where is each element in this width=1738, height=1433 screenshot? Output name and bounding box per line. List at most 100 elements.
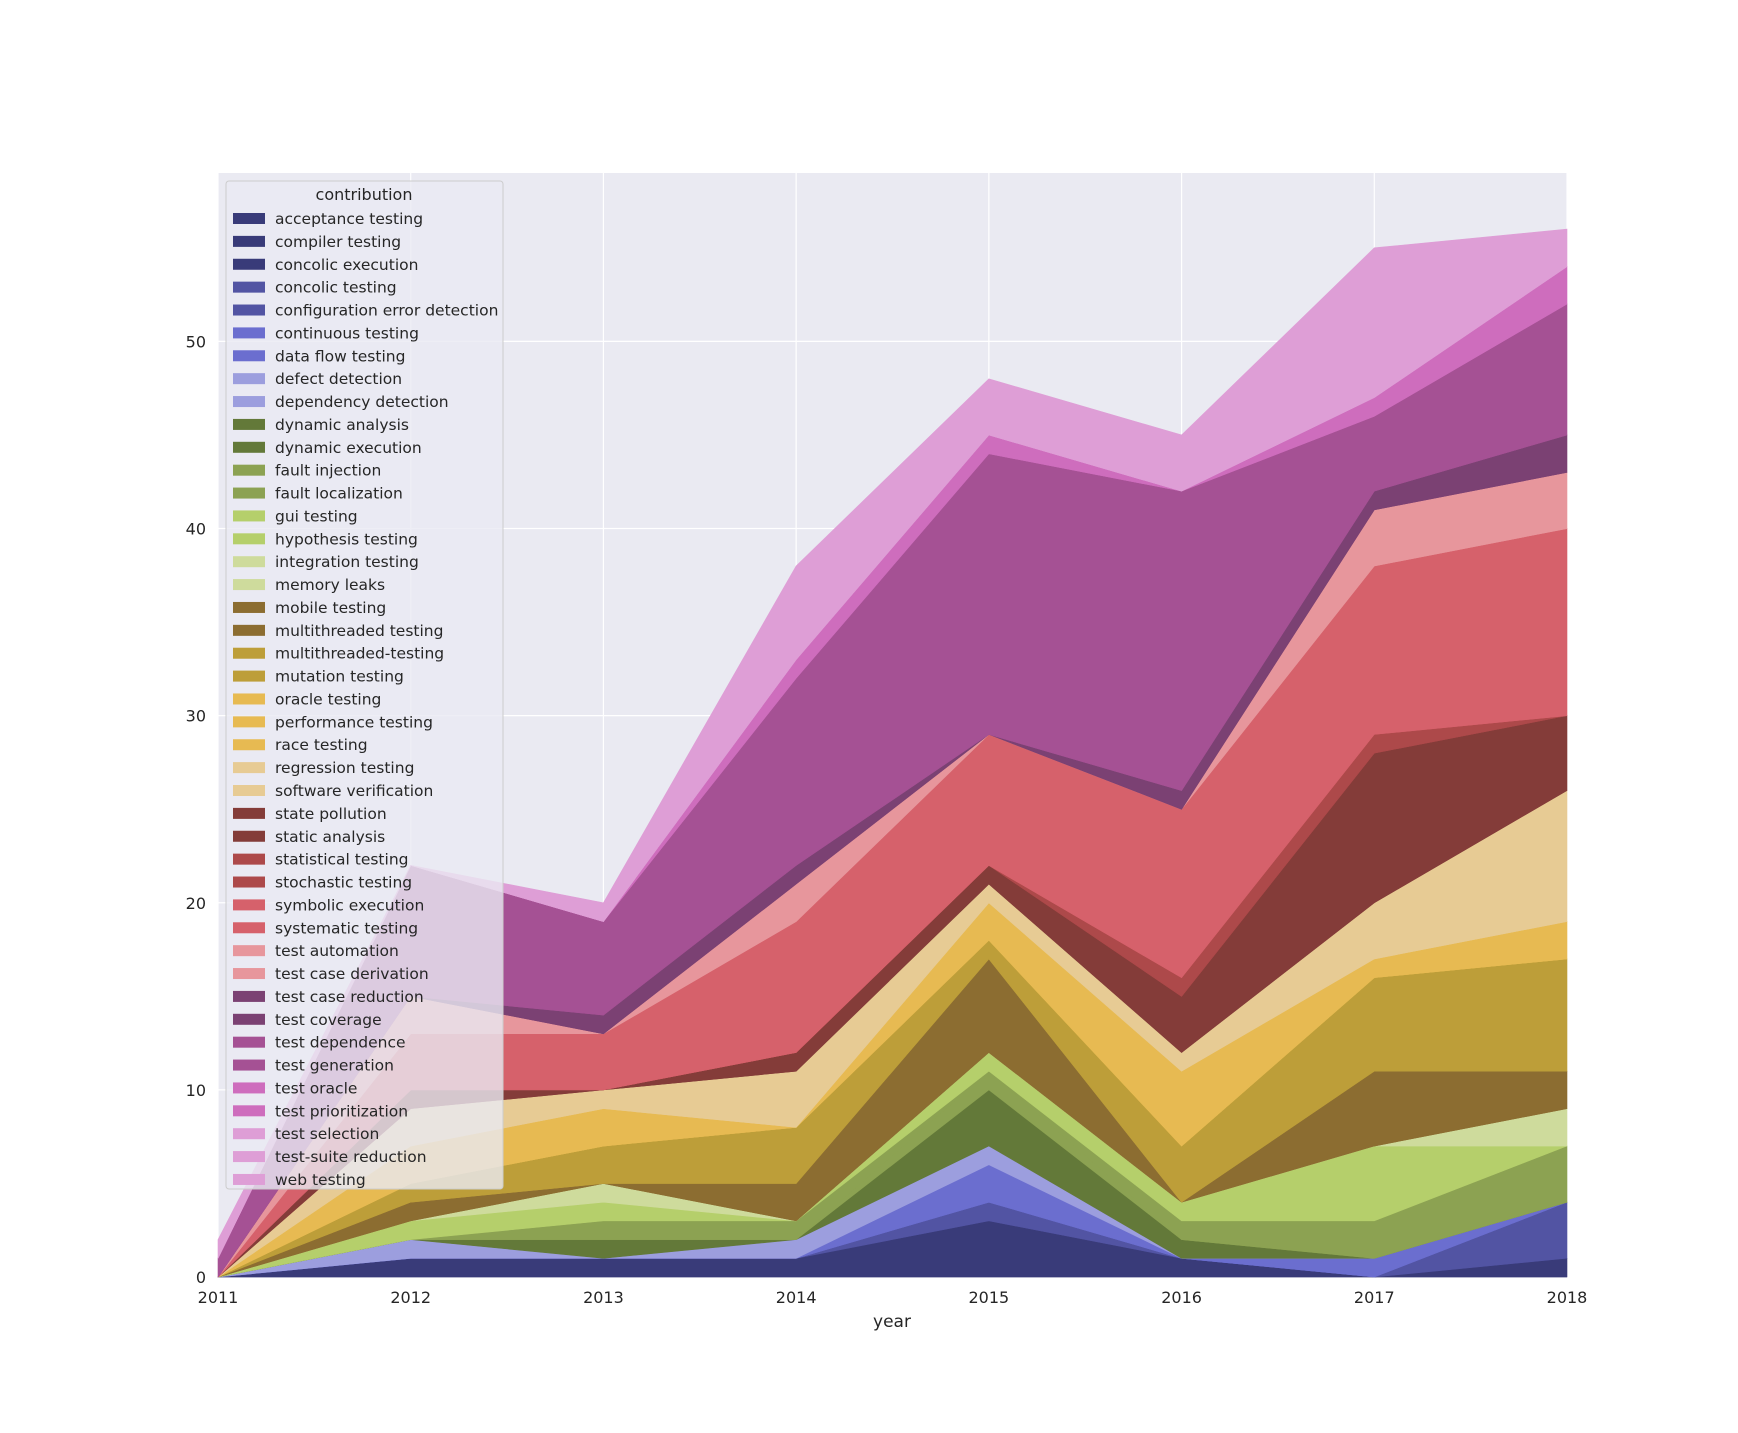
legend-swatch	[233, 1105, 265, 1117]
legend-swatch	[233, 441, 265, 453]
legend-swatch	[233, 1059, 265, 1071]
legend-title: contribution	[316, 185, 413, 204]
legend-label: state pollution	[275, 805, 387, 823]
legend-box	[225, 180, 504, 1190]
legend-swatch	[233, 464, 265, 476]
legend-swatch	[233, 647, 265, 659]
legend-swatch	[233, 258, 265, 270]
legend-label: test-suite reduction	[275, 1148, 427, 1166]
legend-label: software verification	[275, 782, 433, 800]
legend-swatch	[233, 1082, 265, 1094]
legend-label: compiler testing	[275, 233, 401, 251]
legend-label: test selection	[275, 1125, 379, 1143]
axis-ticks: 2011 2012 2013 2014 2015 2016 2017 2018 0 10 20 30 4…	[186, 332, 1588, 1307]
legend-swatch	[233, 396, 265, 408]
legend-label: multithreaded-testing	[275, 645, 444, 663]
legend-label: test dependence	[275, 1034, 406, 1052]
y-tick-label: 50	[186, 332, 206, 351]
legend-label: multithreaded testing	[275, 622, 443, 640]
legend-swatch	[233, 853, 265, 865]
legend-label: gui testing	[275, 507, 358, 525]
x-tick-label: 2013	[583, 1288, 624, 1307]
legend-label: test prioritization	[275, 1102, 408, 1120]
legend-swatch	[233, 899, 265, 911]
legend-swatch	[233, 1128, 265, 1140]
legend-label: test coverage	[275, 1011, 382, 1029]
legend-label: stochastic testing	[275, 874, 412, 892]
legend-label: dynamic analysis	[275, 416, 409, 434]
legend-swatch	[233, 830, 265, 842]
legend-label: hypothesis testing	[275, 530, 418, 548]
legend-swatch	[233, 601, 265, 613]
legend-swatch	[233, 945, 265, 957]
x-tick-label: 2014	[776, 1288, 817, 1307]
legend-label: oracle testing	[275, 690, 381, 708]
legend-swatch	[233, 807, 265, 819]
legend-swatch	[233, 510, 265, 522]
legend-label: fault injection	[275, 462, 381, 480]
x-tick-label: 2012	[390, 1288, 431, 1307]
legend-swatch	[233, 670, 265, 682]
legend-swatch	[233, 990, 265, 1002]
legend-label: concolic execution	[275, 256, 418, 274]
legend-swatch	[233, 1173, 265, 1185]
legend-label: integration testing	[275, 553, 419, 571]
legend-entries: acceptance testing compiler testing concol…	[233, 210, 498, 1189]
legend-label: test oracle	[275, 1079, 357, 1097]
x-tick-label: 2015	[968, 1288, 1009, 1307]
legend-swatch	[233, 693, 265, 705]
legend-swatch	[233, 624, 265, 636]
legend-swatch	[233, 1013, 265, 1025]
legend-swatch	[233, 281, 265, 293]
legend-label: data flow testing	[275, 347, 405, 365]
legend-label: fault localization	[275, 485, 403, 503]
legend-swatch	[233, 762, 265, 774]
legend-swatch	[233, 350, 265, 362]
x-tick-label: 2018	[1547, 1288, 1588, 1307]
legend-swatch	[233, 968, 265, 980]
legend-label: test case derivation	[275, 965, 429, 983]
legend-label: systematic testing	[275, 919, 418, 937]
legend-swatch	[233, 235, 265, 247]
legend-label: configuration error detection	[275, 302, 498, 320]
legend-swatch	[233, 716, 265, 728]
legend-label: dependency detection	[275, 393, 449, 411]
y-tick-label: 0	[196, 1268, 206, 1287]
area-series	[217, 228, 1568, 1278]
legend-swatch	[233, 1151, 265, 1163]
legend-swatch	[233, 304, 265, 316]
legend-swatch	[233, 785, 265, 796]
legend-swatch	[233, 876, 265, 888]
legend-label: continuous testing	[275, 324, 419, 342]
legend-label: symbolic execution	[275, 896, 424, 914]
legend-label: static analysis	[275, 828, 385, 846]
y-tick-label: 20	[186, 894, 206, 913]
y-tick-label: 30	[186, 707, 206, 726]
legend-swatch	[233, 327, 265, 339]
legend-label: concolic testing	[275, 279, 397, 297]
x-tick-label: 2016	[1161, 1288, 1202, 1307]
legend-swatch	[233, 1036, 265, 1048]
legend-swatch	[233, 922, 265, 934]
legend-label: test automation	[275, 942, 399, 960]
legend-swatch	[233, 418, 265, 430]
legend-label: memory leaks	[275, 576, 385, 594]
legend: contribution acceptance testing compiler …	[225, 180, 504, 1190]
y-tick-label: 40	[186, 520, 206, 539]
legend-swatch	[233, 533, 265, 545]
legend-label: test case reduction	[275, 988, 424, 1006]
area-web-testing	[217, 228, 1568, 1259]
legend-label: race testing	[275, 736, 368, 754]
y-tick-label: 10	[186, 1081, 206, 1100]
legend-label: mobile testing	[275, 599, 386, 617]
legend-label: performance testing	[275, 713, 433, 731]
legend-swatch	[233, 487, 265, 499]
x-axis-label: year	[873, 1312, 911, 1332]
legend-label: defect detection	[275, 370, 402, 388]
legend-label: statistical testing	[275, 851, 408, 869]
legend-label: mutation testing	[275, 668, 404, 686]
legend-label: acceptance testing	[275, 210, 423, 228]
legend-swatch	[233, 213, 265, 224]
legend-label: test generation	[275, 1057, 394, 1075]
legend-swatch	[233, 373, 265, 385]
